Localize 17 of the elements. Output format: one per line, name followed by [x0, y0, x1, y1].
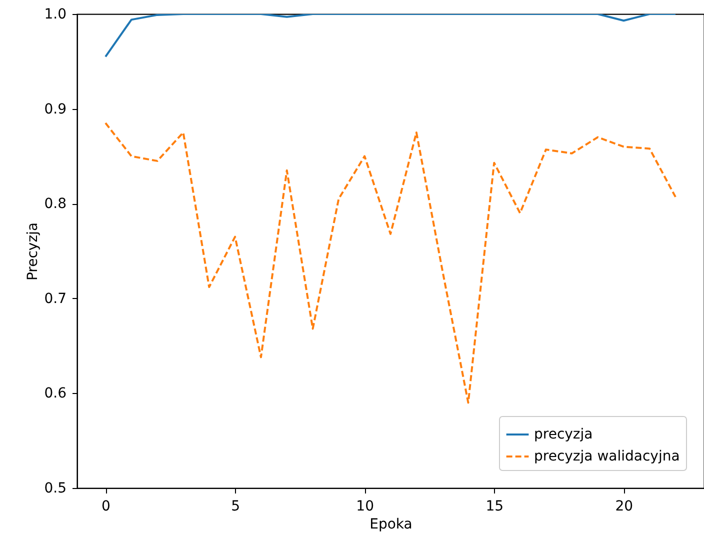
- x-tick-label: 0: [102, 498, 110, 514]
- x-tick-label: 20: [615, 498, 634, 514]
- x-tick-label: 5: [231, 498, 240, 514]
- legend-label: precyzja walidacyjna: [534, 448, 680, 464]
- y-tick-label: 0.5: [44, 480, 66, 496]
- y-tick-label: 0.9: [44, 101, 66, 118]
- y-tick-label: 0.6: [44, 386, 67, 402]
- x-tick-label: 10: [356, 498, 374, 514]
- y-axis-title: Precyzja: [25, 222, 42, 281]
- x-axis-title: Epoka: [370, 516, 412, 532]
- line-series: [104, 122, 676, 404]
- x-tick-label: 15: [486, 498, 504, 514]
- legend-label: precyzja: [534, 426, 593, 442]
- y-tick-label: 0.7: [44, 290, 66, 307]
- y-tick-label: 0.8: [44, 196, 66, 212]
- y-tick-label: 1.0: [44, 6, 66, 22]
- line-series: [104, 14, 676, 58]
